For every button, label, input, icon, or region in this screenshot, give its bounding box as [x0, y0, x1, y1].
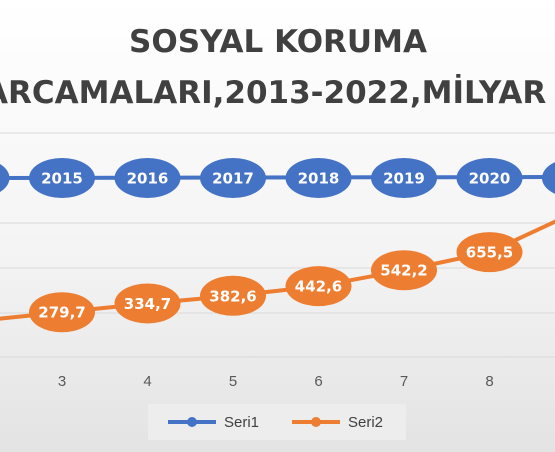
data-point-seri1 — [29, 158, 95, 198]
data-points: 20142015201620172018201920202021279,7334… — [0, 158, 555, 333]
data-label-seri2: 382,6 — [209, 287, 256, 305]
data-point-seri1 — [542, 162, 555, 194]
data-label-seri1: 2018 — [298, 170, 340, 188]
data-point-seri2 — [114, 283, 181, 324]
data-point-seri1 — [200, 158, 266, 198]
x-tick-label: 6 — [314, 373, 322, 390]
x-tick-label: 5 — [229, 373, 237, 390]
data-label-seri1: 2015 — [41, 170, 83, 188]
chart-title-line-1: SOSYAL KORUMA — [129, 24, 427, 60]
x-tick-label: 8 — [485, 373, 493, 390]
data-label-seri1: 2016 — [127, 170, 169, 188]
data-label-seri2: 655,5 — [466, 244, 513, 262]
data-point-seri2 — [456, 232, 523, 273]
legend-marker-seri1 — [187, 417, 197, 427]
data-point-seri2 — [285, 266, 352, 307]
chart-title: SOSYAL KORUMA HARCAMALARI,2013-2022,MİLY… — [0, 24, 555, 111]
data-point-seri2 — [200, 275, 266, 316]
legend-marker-seri2 — [311, 417, 321, 427]
data-label-seri2: 442,6 — [295, 278, 342, 296]
x-tick-label: 7 — [400, 373, 408, 390]
data-label-seri2: 542,2 — [380, 262, 427, 280]
x-tick-label: 4 — [143, 373, 151, 390]
data-point-seri1 — [0, 163, 10, 193]
x-tick-label: 3 — [58, 373, 66, 390]
data-point-seri2 — [29, 292, 95, 333]
data-label-seri2: 334,7 — [124, 295, 171, 313]
data-label-seri1: 2019 — [383, 170, 425, 188]
data-label-seri2: 279,7 — [38, 304, 85, 322]
data-label-seri1: 2020 — [469, 170, 511, 188]
data-point-seri1 — [371, 158, 437, 198]
legend-label-seri2: Seri2 — [348, 414, 383, 431]
data-point-seri1 — [114, 158, 181, 198]
data-label-seri1: 2017 — [212, 170, 254, 188]
x-axis-tick-labels: 3 4 5 6 7 8 — [58, 373, 494, 390]
chart-title-line-2: HARCAMALARI,2013-2022,MİLYAR TL — [0, 75, 555, 111]
data-point-seri2 — [371, 250, 437, 291]
data-point-seri1 — [456, 158, 523, 198]
legend-label-seri1: Seri1 — [224, 414, 259, 431]
legend: Seri1 Seri2 — [148, 404, 406, 440]
data-point-seri1 — [285, 158, 352, 198]
